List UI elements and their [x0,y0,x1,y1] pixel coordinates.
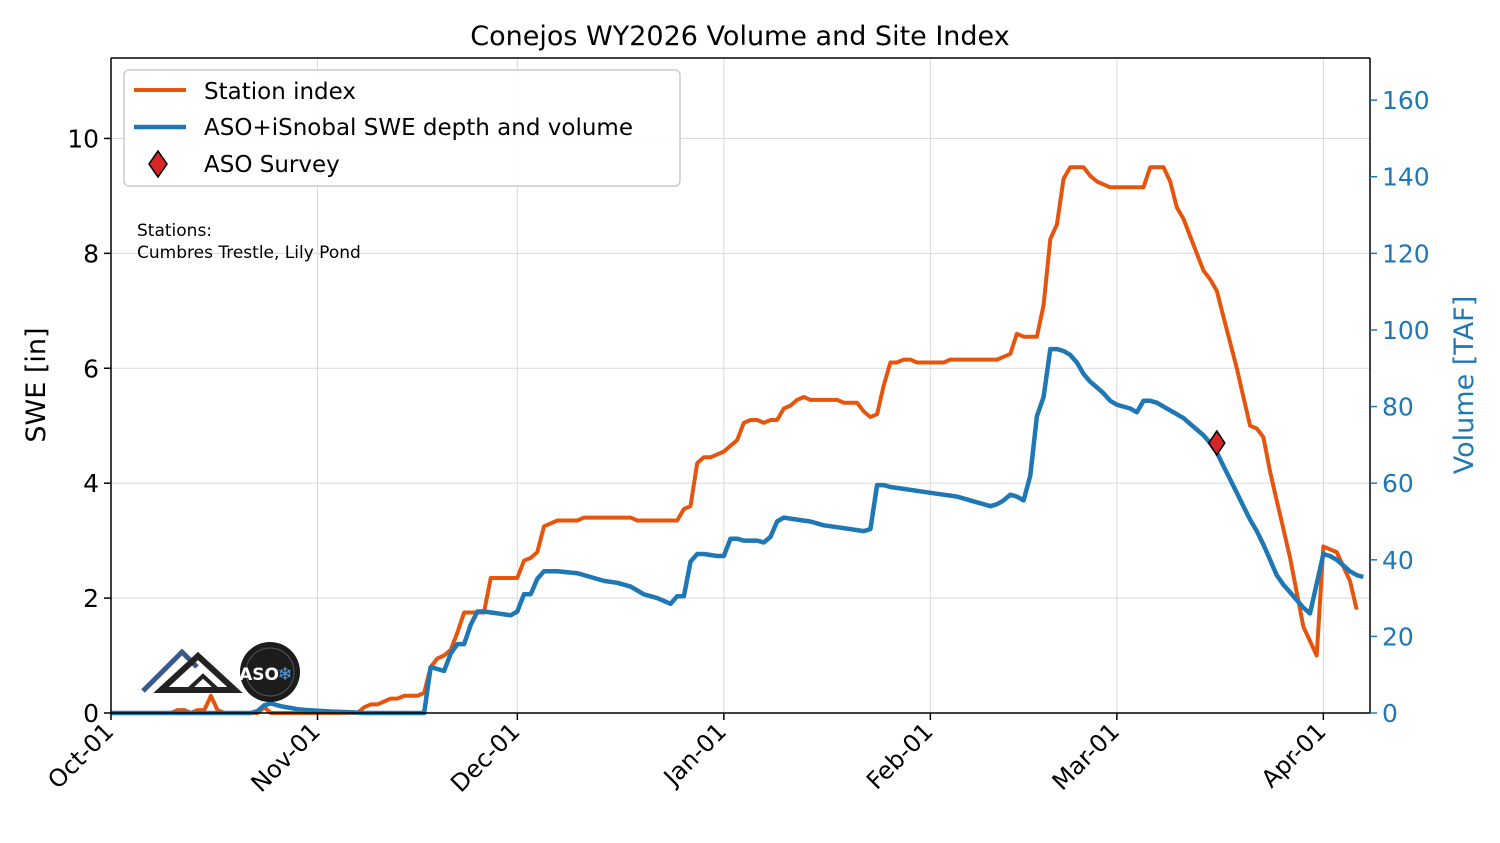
y2-axis-label: Volume [TAF] [1449,296,1480,474]
series-line-station-index [111,165,1359,715]
aso-survey-marker-0 [1207,429,1226,457]
legend-label-aso-isnobal: ASO+iSnobal SWE depth and volume [204,115,633,141]
legend: Station index ASO+iSnobal SWE depth and … [123,69,681,187]
plot-area [111,165,1364,716]
y2-tick-label-3: 60 [1382,469,1414,498]
chart-title: Conejos WY2026 Volume and Site Index [470,21,1009,52]
y2-tick-label-1: 20 [1382,622,1414,651]
legend-box [123,69,681,187]
y2-tick-label-2: 40 [1382,546,1414,575]
legend-swatch-aso-survey [148,149,168,179]
y-tick-label-5: 10 [67,124,99,153]
y2-tick-label-6: 120 [1382,239,1430,268]
y2-tick-label-5: 100 [1382,316,1430,345]
aso-logo-snowflake-icon: ❄ [277,664,292,685]
y-tick-label-4: 8 [83,239,99,268]
y-tick-label-1: 2 [83,584,99,613]
stations-annotation-line-1: Stations: [137,221,212,241]
aso-logo-icon: ASO ❄ [239,642,300,702]
legend-label-aso-survey: ASO Survey [204,152,340,178]
y-tick-label-0: 0 [83,699,99,728]
legend-label-station-index: Station index [204,79,356,105]
y-tick-label-2: 4 [83,469,99,498]
stations-annotation-line-2: Cumbres Trestle, Lily Pond [137,243,361,263]
y-tick-label-3: 6 [83,354,99,383]
y2-tick-label-8: 160 [1382,86,1430,115]
mountain-logo-icon [141,648,243,693]
y2-tick-label-0: 0 [1382,699,1398,728]
y-axis-label: SWE [in] [21,327,52,442]
y2-tick-label-7: 140 [1382,163,1430,192]
aso-logo-text: ASO [239,665,279,685]
y2-tick-label-4: 80 [1382,393,1414,422]
